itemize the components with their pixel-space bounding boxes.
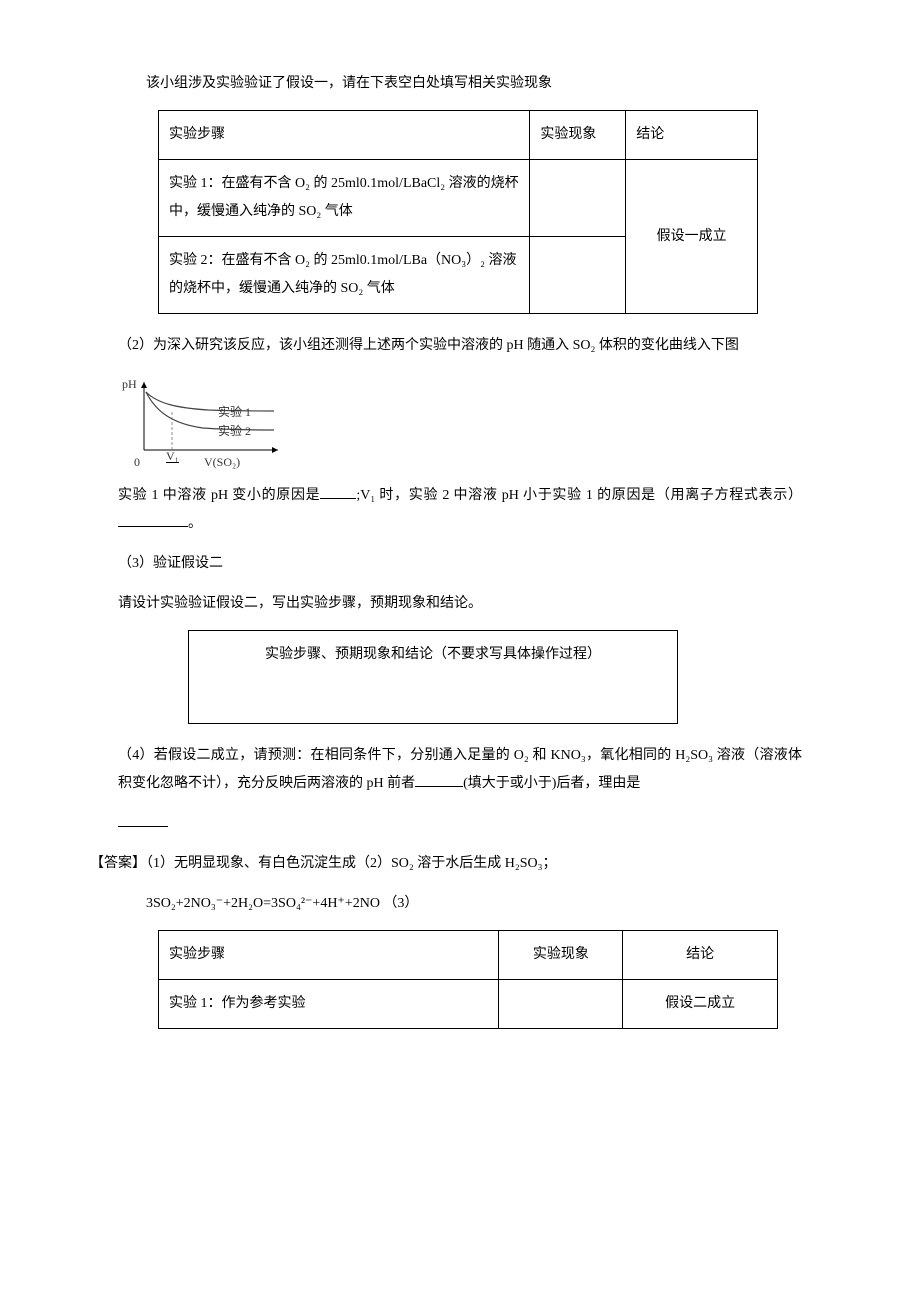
table-row: 实验 1：在盛有不含 O₂ 的 25ml0.1mol/LBaCl₂ 溶液的烧杯中… (159, 160, 758, 237)
table-2: 实验步骤、预期现象和结论（不要求写具体操作过程） (188, 630, 678, 724)
cell-step-2: 实验 2：在盛有不含 O₂ 的 25ml0.1mol/LBa（NO₃）₂ 溶液的… (159, 237, 530, 314)
chart-origin: 0 (134, 450, 140, 474)
cell-obs-1 (530, 160, 626, 237)
answer-eq: 3SO₂+2NO₃⁻+2H₂O=3SO₄²⁻+4H⁺+2NO （3） (146, 890, 802, 918)
t3-step-1: 实验 1：作为参考实验 (159, 980, 499, 1029)
th-obs: 实验现象 (530, 111, 626, 160)
t3-th-obs: 实验现象 (499, 931, 623, 980)
t2-caption: 实验步骤、预期现象和结论（不要求写具体操作过程） (215, 641, 651, 669)
blank-1 (320, 484, 356, 499)
th-step: 实验步骤 (159, 111, 530, 160)
chart-xtick: V₁ (166, 450, 179, 463)
t2-cell: 实验步骤、预期现象和结论（不要求写具体操作过程） (189, 631, 678, 724)
t3-conclusion: 假设二成立 (623, 980, 778, 1029)
blank-3 (415, 772, 463, 787)
q2-a: 实验 1 中溶液 pH 变小的原因是 (118, 488, 320, 503)
q4-line: （4）若假设二成立，请预测：在相同条件下，分别通入足量的 O₂ 和 KNO₃，氧… (118, 742, 802, 798)
table-row: 实验步骤 实验现象 结论 (159, 931, 778, 980)
q2-b: ;V₁ 时，实验 2 中溶液 pH 小于实验 1 的原因是（用离子方程式表示） (356, 488, 802, 503)
q4-tail-blank (118, 810, 802, 838)
t3-obs-1 (499, 980, 623, 1029)
table-3: 实验步骤 实验现象 结论 实验 1：作为参考实验 假设二成立 (158, 930, 778, 1029)
cell-step-1: 实验 1：在盛有不含 O₂ 的 25ml0.1mol/LBaCl₂ 溶液的烧杯中… (159, 160, 530, 237)
chart-xlabel: V(SO₂) (204, 450, 240, 474)
page: 该小组涉及实验验证了假设一，请在下表空白处填写相关实验现象 实验步骤 实验现象 … (0, 0, 920, 1302)
q4-b: (填大于或小于)后者，理由是 (463, 776, 640, 791)
q3-title: （3）验证假设二 (118, 550, 802, 578)
q2-end: 。 (188, 516, 202, 531)
cell-conclusion: 假设一成立 (626, 160, 758, 314)
blank-2 (118, 512, 188, 527)
th-con: 结论 (626, 111, 758, 160)
intro-text: 该小组涉及实验验证了假设一，请在下表空白处填写相关实验现象 (118, 70, 802, 98)
table-row: 实验 1：作为参考实验 假设二成立 (159, 980, 778, 1029)
q2-line: 实验 1 中溶液 pH 变小的原因是 ;V₁ 时，实验 2 中溶液 pH 小于实验… (118, 482, 802, 538)
table-row: 实验步骤 实验现象 结论 (159, 111, 758, 160)
chart-svg (118, 372, 288, 466)
blank-4 (118, 812, 168, 827)
t3-th-step: 实验步骤 (159, 931, 499, 980)
t3-th-con: 结论 (623, 931, 778, 980)
answer-head: 【答案】（1）无明显现象、有白色沉淀生成（2）SO₂ 溶于水后生成 H₂SO₃； (90, 850, 802, 878)
q2-intro: （2）为深入研究该反应，该小组还测得上述两个实验中溶液的 pH 随通入 SO₂ … (118, 332, 802, 360)
chart-ylabel: pH (122, 372, 137, 396)
chart-series2: 实验 2 (218, 419, 251, 443)
cell-obs-2 (530, 237, 626, 314)
ph-chart: pH 实验 1 实验 2 0 V₁ V(SO₂) (118, 372, 288, 466)
table-1: 实验步骤 实验现象 结论 实验 1：在盛有不含 O₂ 的 25ml0.1mol/… (158, 110, 758, 314)
q3-desc: 请设计实验验证假设二，写出实验步骤，预期现象和结论。 (118, 590, 802, 618)
table-row: 实验步骤、预期现象和结论（不要求写具体操作过程） (189, 631, 678, 724)
